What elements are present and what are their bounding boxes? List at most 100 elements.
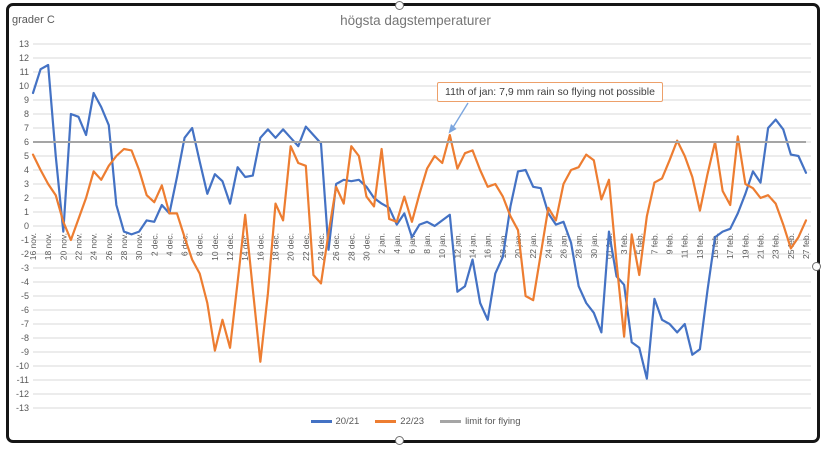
annotation-callout[interactable]: 11th of jan: 7,9 mm rain so flying not p… xyxy=(437,82,663,102)
y-tick-label: -5 xyxy=(21,291,29,301)
x-tick-label: 28 nov. xyxy=(119,233,129,260)
x-tick-label: 5 feb. xyxy=(634,233,644,254)
y-tick-label: -2 xyxy=(21,249,29,259)
x-tick-label: 6 jan. xyxy=(407,233,417,254)
x-tick-label: 11 feb. xyxy=(680,233,690,258)
y-tick-label: 3 xyxy=(24,179,29,189)
y-tick-label: 8 xyxy=(24,109,29,119)
x-tick-label: 22 nov. xyxy=(73,233,83,260)
y-tick-label: -4 xyxy=(21,277,29,287)
legend-swatch-2223 xyxy=(375,420,397,423)
x-tick-label: 18 nov. xyxy=(43,233,53,260)
y-tick-label: -6 xyxy=(21,305,29,315)
x-tick-label: 26 nov. xyxy=(104,233,114,260)
chart-title: högsta dagstemperaturer xyxy=(340,13,491,28)
y-tick-label: 0 xyxy=(24,221,29,231)
x-tick-label: 10 jan. xyxy=(437,233,447,259)
x-tick-label: 14 jan. xyxy=(468,233,478,259)
x-tick-label: 18 jan. xyxy=(498,233,508,259)
x-tick-label: 18 dec. xyxy=(271,233,281,261)
resize-handle-top[interactable] xyxy=(395,1,404,10)
x-tick-label: 17 feb. xyxy=(725,233,735,259)
x-tick-label: 20 dec. xyxy=(286,233,296,261)
x-tick-label: 21 feb. xyxy=(756,233,766,259)
series-line-22-23 xyxy=(31,133,808,363)
x-tick-label: 12 dec. xyxy=(225,233,235,261)
x-tick-label: 2 dec. xyxy=(149,233,159,256)
y-tick-label: 13 xyxy=(19,39,29,49)
annotation-arrowhead-icon xyxy=(448,124,457,134)
y-tick-label: 2 xyxy=(24,193,29,203)
y-tick-label: -3 xyxy=(21,263,29,273)
y-tick-label: 5 xyxy=(24,151,29,161)
y-tick-label: 1 xyxy=(24,207,29,217)
y-tick-label: -13 xyxy=(16,403,29,413)
x-tick-label: 28 jan. xyxy=(574,233,584,259)
y-tick-label: 12 xyxy=(19,53,29,63)
x-tick-label: 7 feb. xyxy=(649,233,659,254)
legend-label-2021: 20/21 xyxy=(335,416,360,427)
y-tick-label: -1 xyxy=(21,235,29,245)
x-tick-label: 14 dec. xyxy=(240,233,250,261)
x-tick-label: 9 feb. xyxy=(665,233,675,254)
x-tick-label: 16 nov. xyxy=(28,233,38,260)
x-tick-label: 27 feb. xyxy=(801,233,811,259)
y-tick-label: -12 xyxy=(16,389,29,399)
x-tick-label: 2 jan. xyxy=(377,233,387,254)
x-tick-label: 8 dec. xyxy=(195,233,205,256)
x-tick-label: 15 feb. xyxy=(710,233,720,259)
x-tick-label: 6 dec. xyxy=(180,233,190,256)
resize-handle-right[interactable] xyxy=(812,262,821,271)
x-tick-label: 24 dec. xyxy=(316,233,326,261)
legend-label-2223: 22/23 xyxy=(400,416,425,427)
x-tick-label: 28 dec. xyxy=(346,233,356,261)
x-tick-label: 24 nov. xyxy=(89,233,99,260)
y-tick-label: -8 xyxy=(21,333,29,343)
x-tick-label: 26 jan. xyxy=(558,233,568,259)
resize-handle-bottom[interactable] xyxy=(395,436,404,445)
x-tick-label: 8 jan. xyxy=(422,233,432,254)
y-tick-label: 11 xyxy=(20,67,29,77)
x-tick-label: 30 nov. xyxy=(134,233,144,260)
x-tick-label: 16 dec. xyxy=(255,233,265,261)
x-tick-label: 20 jan. xyxy=(513,233,523,259)
annotation-arrow xyxy=(451,102,469,130)
x-tick-label: 4 dec. xyxy=(164,233,174,256)
x-tick-label: 4 jan. xyxy=(392,233,402,254)
y-tick-label: -10 xyxy=(16,361,29,371)
x-tick-label: 3 feb. xyxy=(619,233,629,254)
y-tick-label: 6 xyxy=(24,137,29,147)
legend-item-2021: 20/21 xyxy=(310,416,360,427)
y-tick-label: 10 xyxy=(19,81,29,91)
y-tick-label: -7 xyxy=(21,319,29,329)
legend: 20/21 22/23 limit for flying xyxy=(0,416,831,427)
x-tick-label: 19 feb. xyxy=(740,233,750,259)
y-tick-label: -9 xyxy=(21,347,29,357)
x-tick-label: 24 jan. xyxy=(543,233,553,259)
legend-label-limit: limit for flying xyxy=(465,416,521,427)
picture-border-frame[interactable] xyxy=(6,3,820,443)
y-tick-label: 9 xyxy=(24,95,29,105)
legend-item-limit: limit for flying xyxy=(440,416,521,427)
legend-swatch-limit xyxy=(440,420,462,423)
x-tick-label: 30 dec. xyxy=(361,233,371,261)
x-tick-label: 16 jan. xyxy=(483,233,493,259)
x-tick-label: 26 dec. xyxy=(331,233,341,261)
legend-item-2223: 22/23 xyxy=(375,416,424,427)
x-tick-label: 22 dec. xyxy=(301,233,311,261)
y-tick-label: 7 xyxy=(24,123,29,133)
x-tick-label: 10 dec. xyxy=(210,233,220,261)
legend-swatch-2021 xyxy=(310,420,332,423)
y-tick-label: 4 xyxy=(24,165,29,175)
x-tick-label: 30 jan. xyxy=(589,233,599,259)
x-tick-label: 13 feb. xyxy=(695,233,705,259)
x-tick-label: 20 nov. xyxy=(58,233,68,260)
x-tick-label: 22 jan. xyxy=(528,233,538,259)
x-tick-label: 23 feb. xyxy=(771,233,781,259)
x-tick-label: 12 jan. xyxy=(452,233,462,259)
y-tick-label: -11 xyxy=(17,375,29,385)
series-line-20-21 xyxy=(31,63,808,380)
y-axis-title: grader C xyxy=(12,14,55,26)
